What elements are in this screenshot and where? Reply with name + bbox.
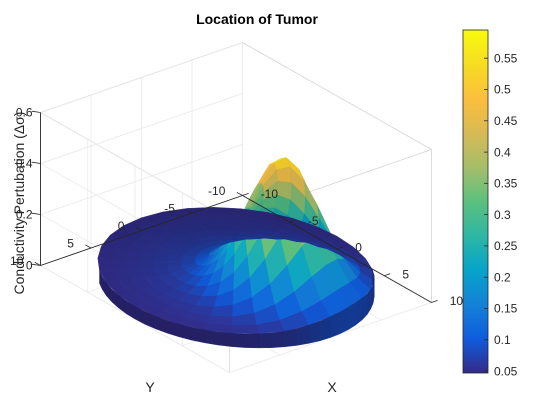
surface-rim-facet [309,321,320,343]
chart-title: Location of Tumor [196,11,318,27]
colorbar: 0.05 0.1 0.15 0.2 0.25 0.3 0.35 0.4 0.45 0.5 0.55 [463,30,518,378]
colorbar-tick-label: 0.2 [494,270,511,284]
y-tick-mark [237,192,243,195]
y-tick-label: -10 [208,184,226,198]
surface-facet [231,325,258,334]
surface-facet [139,260,154,269]
colorbar-tick-label: 0.45 [494,114,518,128]
surface-plot [98,158,374,348]
colorbar-ticks: 0.05 0.1 0.15 0.2 0.25 0.3 0.35 0.4 0.45 0.5 0.55 [484,51,518,378]
z-tick-mark [32,213,41,214]
y-tick-label: 0 [118,219,125,233]
x-tick-label: 0 [355,241,362,255]
y-axis-label: Y [145,379,155,395]
surface-rim-facet [272,331,285,348]
surface-rim-facet [356,298,362,325]
surface-rim-facet [348,302,355,329]
colorbar-tick-label: 0.5 [494,83,511,97]
z-tick-mark [32,162,41,163]
surface-facet [98,258,113,270]
surface-facet [214,207,241,214]
surface-rim-facet [340,307,349,334]
surface-rim-facet [367,289,371,314]
surface-rim-facet [231,333,245,347]
colorbar-tick-label: 0.3 [494,208,511,222]
z-tick-mark [32,111,41,112]
surface-rim-facet [205,330,218,345]
z-axis-label: Conductivity Pertubation (Δσ) [11,112,27,295]
colorbar-tick-label: 0.4 [494,145,511,159]
surface-facet [153,261,168,269]
x-tick-label: -10 [261,187,279,201]
surface-rim-facet [362,294,367,320]
surface-rim-facet [371,285,373,309]
colorbar-bar [463,30,488,373]
colorbar-tick-label: 0.05 [494,364,518,378]
colorbar-tick-label: 0.1 [494,333,511,347]
surface-facet [223,230,239,236]
surface-rim-facet [331,312,340,338]
x-tick-label: 10 [450,294,464,308]
surface-rim-facet [192,327,205,343]
surface-rim-facet [285,328,297,346]
x-axis-label: X [327,379,337,395]
colorbar-tick-label: 0.55 [494,51,518,65]
colorbar-tick-label: 0.15 [494,302,518,316]
x-tick-mark [243,193,249,195]
surface-facet [112,259,127,270]
surface-rim-facet [320,317,330,341]
y-tick-label: -5 [164,202,175,216]
colorbar-tick-label: 0.25 [494,239,518,253]
surface-facet [125,260,140,270]
x-tick-label: -5 [308,214,319,228]
y-tick-label: 5 [67,237,74,251]
surface-rim-facet [245,334,259,348]
x-tick-label: 5 [402,267,409,281]
surface-rim-facet [218,332,232,347]
surface-rim-facet [297,325,309,345]
x-tick-mark [432,300,438,302]
surface-rim-facet [259,333,272,348]
box-edge [243,43,432,150]
colorbar-tick-label: 0.35 [494,177,518,191]
surface-facet [276,167,291,183]
x-tick-mark [384,274,390,276]
